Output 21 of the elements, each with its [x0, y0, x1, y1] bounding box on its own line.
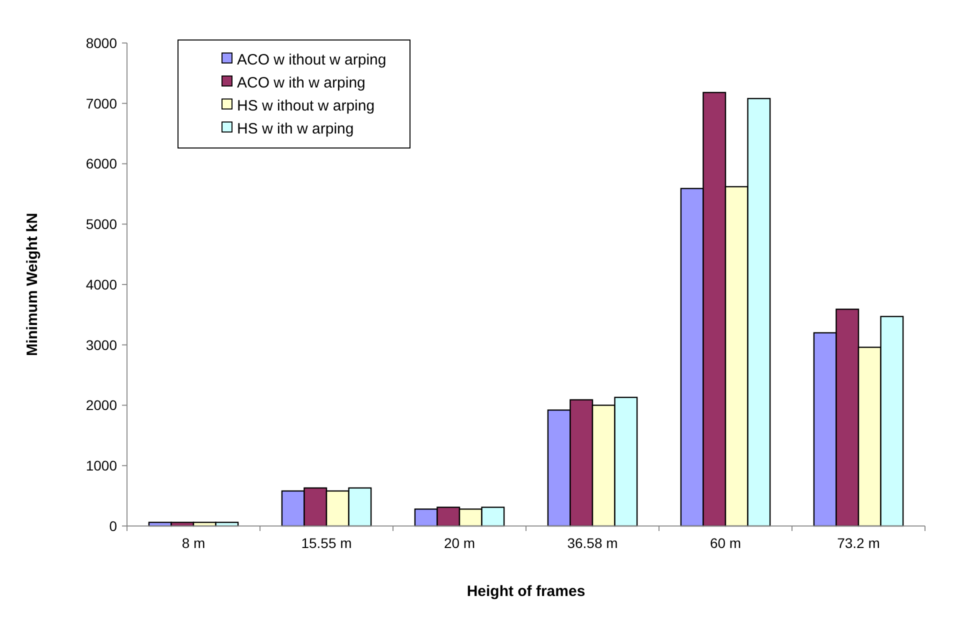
legend-label: HS w ithout w arping [237, 97, 375, 114]
y-tick-label: 3000 [86, 336, 118, 353]
legend-label: ACO w ithout w arping [237, 51, 386, 68]
x-tick-label: 36.58 m [567, 535, 618, 551]
y-tick-label: 7000 [86, 95, 118, 112]
y-axis-title: Minimum Weight kN [24, 212, 41, 356]
x-tick-label: 8 m [182, 535, 206, 551]
y-tick-label: 5000 [86, 216, 118, 232]
y-tick-label: 4000 [86, 276, 118, 292]
y-tick-label: 6000 [86, 156, 118, 172]
y-tick-label: 1000 [86, 458, 118, 474]
y-tick-label: 0 [109, 518, 118, 534]
x-axis-title: Height of frames [466, 583, 586, 600]
x-tick-label: 60 m [710, 535, 742, 551]
y-tick-label: 2000 [86, 397, 118, 414]
x-tick-label: 20 m [444, 535, 476, 551]
legend-label: ACO w ith w arping [237, 74, 366, 92]
y-tick-label: 8000 [86, 34, 118, 51]
x-tick-label: 73.2 m [837, 535, 880, 551]
x-tick-label: 15.55 m [301, 535, 352, 551]
legend-label: HS w ith w arping [237, 120, 354, 138]
